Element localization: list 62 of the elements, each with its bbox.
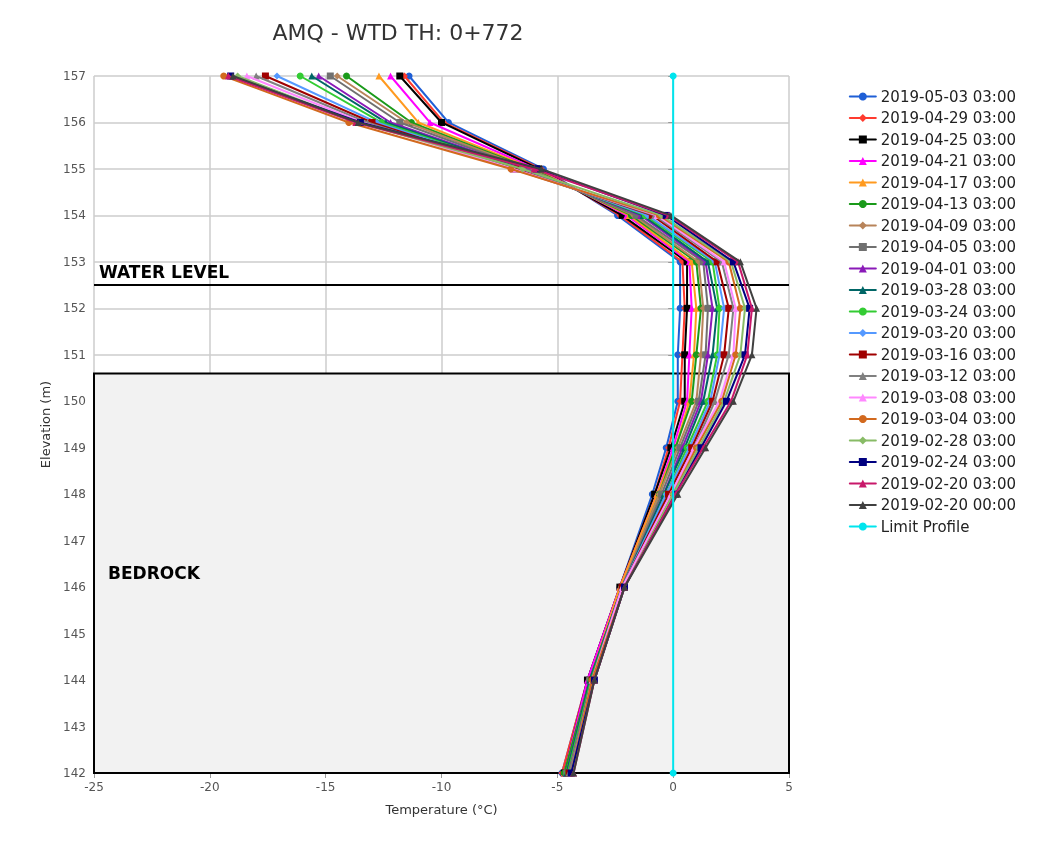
y-axis-title: Elevation (m) — [38, 380, 54, 469]
legend-label: 2019-05-03 03:00 — [880, 87, 1016, 106]
y-tick-label: 145 — [63, 626, 86, 641]
x-tick-label: -15 — [315, 780, 336, 794]
legend-label: Limit Profile — [880, 517, 970, 536]
point — [704, 304, 712, 312]
legend-label: 2019-03-12 03:00 — [880, 367, 1016, 385]
x-tick-label: -10 — [431, 780, 452, 794]
legend-label: 2019-02-20 00:00 — [880, 496, 1016, 514]
y-tick-label: 152 — [63, 301, 86, 316]
point — [308, 72, 316, 80]
legend-label: 2019-04-09 03:00 — [880, 216, 1016, 235]
point — [725, 304, 733, 312]
point — [343, 72, 351, 80]
legend-label: 2019-04-21 03:00 — [880, 152, 1016, 170]
legend-label: 2019-04-29 03:00 — [880, 109, 1016, 127]
legend-label: 2019-03-16 03:00 — [880, 345, 1016, 364]
y-tick-label: 146 — [63, 580, 86, 595]
band-label: BEDROCK — [108, 563, 201, 584]
legend-label: 2019-04-17 03:00 — [880, 173, 1016, 192]
point — [326, 72, 334, 80]
x-tick-label: -5 — [551, 780, 564, 794]
legend-label: 2019-03-08 03:00 — [880, 388, 1016, 407]
y-tick-label: 156 — [63, 115, 86, 130]
y-tick-label: 142 — [63, 766, 86, 780]
y-tick-label: 155 — [63, 161, 86, 176]
legend-label: 2019-04-01 03:00 — [880, 259, 1016, 278]
point — [748, 351, 756, 359]
point — [387, 72, 395, 80]
y-tick-label: 143 — [63, 719, 86, 734]
point — [753, 304, 761, 312]
y-tick-label: 153 — [63, 254, 86, 269]
point — [296, 72, 304, 80]
legend-label: 2019-02-28 03:00 — [880, 431, 1016, 450]
chart-title: AMQ - WTD TH: 0+772 — [272, 19, 524, 45]
point — [333, 72, 341, 80]
x-tick-label: 0 — [669, 780, 677, 794]
y-tick-label: 151 — [63, 347, 86, 362]
point — [273, 72, 281, 80]
legend-label: 2019-02-24 03:00 — [880, 453, 1016, 471]
x-tick-label: 5 — [785, 780, 793, 794]
y-tick-label: 154 — [63, 208, 86, 223]
x-tick-label: -20 — [200, 780, 220, 794]
x-axis-title: Temperature (°C) — [384, 802, 498, 817]
x-tick-label: -25 — [84, 780, 104, 794]
y-tick-label: 144 — [63, 673, 86, 688]
y-tick-label: 147 — [63, 533, 86, 548]
legend-label: 2019-02-20 03:00 — [880, 474, 1016, 493]
legend-label: 2019-03-20 03:00 — [880, 324, 1016, 342]
legend-label: 2019-04-05 03:00 — [880, 238, 1016, 256]
point — [396, 72, 404, 80]
point — [375, 72, 383, 80]
y-tick-label: 150 — [63, 394, 86, 409]
legend-label: 2019-04-25 03:00 — [880, 130, 1016, 149]
y-tick-label: 148 — [63, 487, 86, 502]
legend-label: 2019-03-24 03:00 — [880, 302, 1016, 321]
legend-label: 2019-03-28 03:00 — [880, 281, 1016, 299]
ref-line-label: WATER LEVEL — [99, 261, 230, 282]
legend-label: 2019-03-04 03:00 — [880, 410, 1016, 428]
legend-label: 2019-04-13 03:00 — [880, 195, 1016, 213]
y-tick-label: 157 — [63, 69, 86, 83]
y-tick-label: 149 — [63, 440, 86, 455]
